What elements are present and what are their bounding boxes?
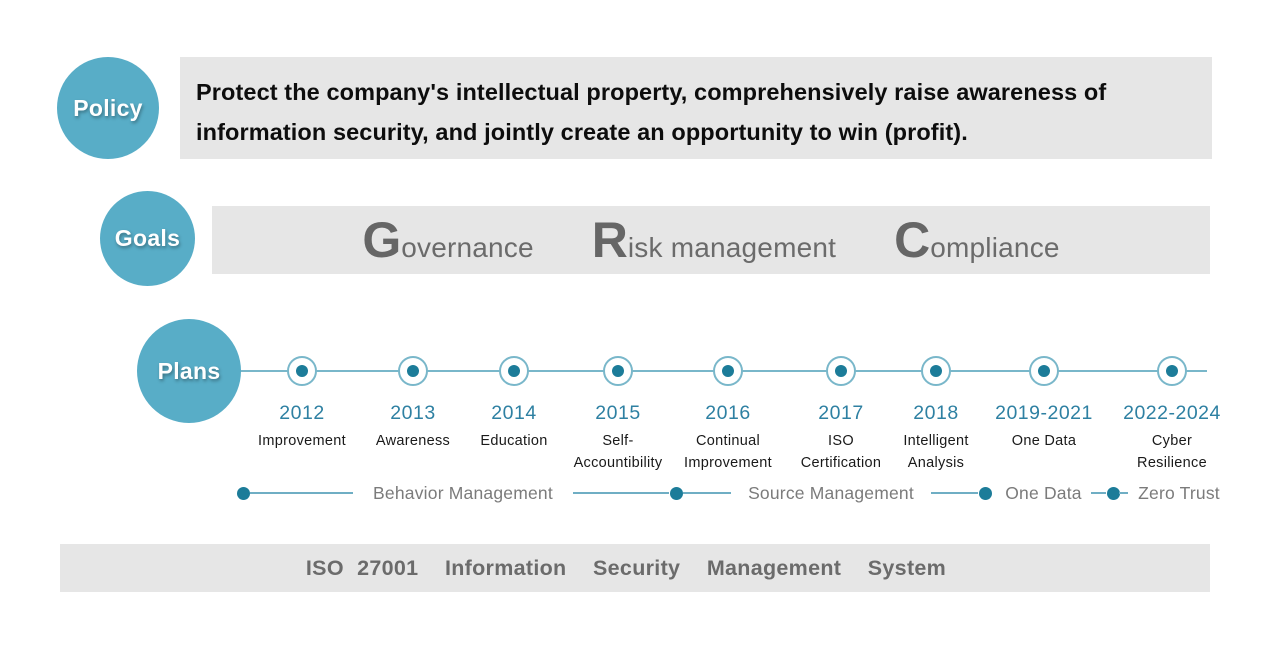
- phase-connector: [1119, 492, 1128, 494]
- milestone-label-line2: Resilience: [1137, 455, 1207, 471]
- phase-connector: [250, 492, 353, 494]
- timeline-marker-dot: [1038, 365, 1050, 377]
- milestone-2015: 2015 Self- Accountibility: [548, 402, 688, 474]
- milestone-year: 2019-2021: [995, 402, 1093, 424]
- milestone-label-line1: Continual: [696, 433, 760, 449]
- policy-badge-label: Policy: [73, 94, 143, 121]
- timeline-marker-dot: [612, 365, 624, 377]
- goals-badge-label: Goals: [114, 225, 181, 251]
- milestone-label-line1: Education: [480, 433, 548, 449]
- milestone-year: 2022-2024: [1123, 402, 1221, 424]
- timeline-marker-2015: [603, 356, 633, 386]
- milestone-label-line2: Certification: [800, 455, 882, 471]
- timeline-marker-2017: [826, 356, 856, 386]
- timeline-marker-dot: [508, 365, 520, 377]
- milestone-year: 2015: [595, 402, 641, 424]
- milestone-2013: 2013 Awareness: [343, 402, 483, 452]
- milestone-2018: 2018 Intelligent Analysis: [866, 402, 1006, 474]
- timeline-marker-dot: [835, 365, 847, 377]
- phase-dot: [669, 486, 683, 500]
- goal-item-risk-management: Risk management: [592, 206, 836, 287]
- goal-initial-compliance: C: [894, 212, 931, 268]
- phase-connector: [1091, 492, 1106, 494]
- milestone-year: 2018: [913, 402, 959, 424]
- milestone-year: 2017: [818, 402, 864, 424]
- milestone-label-line2: Improvement: [684, 455, 772, 471]
- milestone-year: 2014: [491, 402, 537, 424]
- timeline-marker-dot: [930, 365, 942, 377]
- milestone-label-line1: Self-: [602, 433, 634, 449]
- timeline-marker-2016: [713, 356, 743, 386]
- timeline-marker-dot: [296, 365, 308, 377]
- policy-statement-text: Protect the company's intellectual prope…: [196, 79, 1107, 145]
- milestone-year: 2016: [705, 402, 751, 424]
- timeline-marker-2022-2024: [1157, 356, 1187, 386]
- goal-initial-risk-management: R: [591, 212, 628, 268]
- milestone-label-line1: Improvement: [258, 433, 346, 449]
- plans-badge-label: Plans: [157, 357, 221, 384]
- timeline-marker-2019-2021: [1029, 356, 1059, 386]
- footer-bar: ISO 27001 Information Security Managemen…: [60, 544, 1210, 592]
- milestone-year: 2013: [390, 402, 436, 424]
- phase-connector: [573, 492, 669, 494]
- goal-item-governance: Governance: [362, 206, 533, 287]
- milestone-label-line1: Cyber: [1151, 433, 1193, 449]
- plans-badge: Plans: [137, 319, 241, 423]
- milestone-label-line1: ISO: [828, 433, 854, 449]
- policy-badge: Policy: [57, 57, 159, 159]
- phase-dot: [1106, 486, 1120, 500]
- phase-dot: [236, 486, 250, 500]
- milestone-2019-2021: 2019-2021 One Data: [974, 402, 1114, 452]
- milestone-label-line1: Awareness: [375, 433, 451, 449]
- footer-text: ISO 27001 Information Security Managemen…: [305, 555, 947, 580]
- milestone-2012: 2012 Improvement: [232, 402, 372, 452]
- phase-label-behavior-management: Behavior Management: [373, 483, 553, 503]
- timeline-marker-dot: [407, 365, 419, 377]
- goal-rest-risk-management: isk management: [627, 232, 837, 263]
- timeline-marker-dot: [722, 365, 734, 377]
- milestone-2017: 2017 ISO Certification: [771, 402, 911, 474]
- timeline-marker-2014: [499, 356, 529, 386]
- timeline-marker-2012: [287, 356, 317, 386]
- goal-item-compliance: Compliance: [894, 206, 1060, 287]
- milestone-label-line1: One Data: [1011, 433, 1077, 449]
- phase-connector: [931, 492, 978, 494]
- phase-label-source-management: Source Management: [748, 483, 914, 503]
- milestone-2014: 2014 Education: [444, 402, 584, 452]
- milestone-label-line2: Accountibility: [573, 455, 663, 471]
- goals-badge: Goals: [100, 191, 195, 286]
- phase-connector: [683, 492, 731, 494]
- goal-initial-governance: G: [362, 212, 402, 268]
- milestone-year: 2012: [279, 402, 325, 424]
- timeline-marker-2013: [398, 356, 428, 386]
- timeline-marker-2018: [921, 356, 951, 386]
- phase-label-zero-trust: Zero Trust: [1138, 483, 1220, 503]
- phase-dot: [978, 486, 992, 500]
- milestone-2016: 2016 Continual Improvement: [658, 402, 798, 474]
- milestone-label-line2: Analysis: [907, 455, 965, 471]
- goals-box: Governance Risk management Compliance: [212, 206, 1210, 274]
- milestone-2022-2024: 2022-2024 Cyber Resilience: [1102, 402, 1242, 474]
- timeline-marker-dot: [1166, 365, 1178, 377]
- policy-statement-box: Protect the company's intellectual prope…: [180, 57, 1212, 159]
- goal-rest-governance: overnance: [401, 232, 534, 263]
- phase-label-one-data: One Data: [1005, 483, 1082, 503]
- milestone-label-line1: Intelligent: [903, 433, 969, 449]
- goal-rest-compliance: ompliance: [930, 232, 1060, 263]
